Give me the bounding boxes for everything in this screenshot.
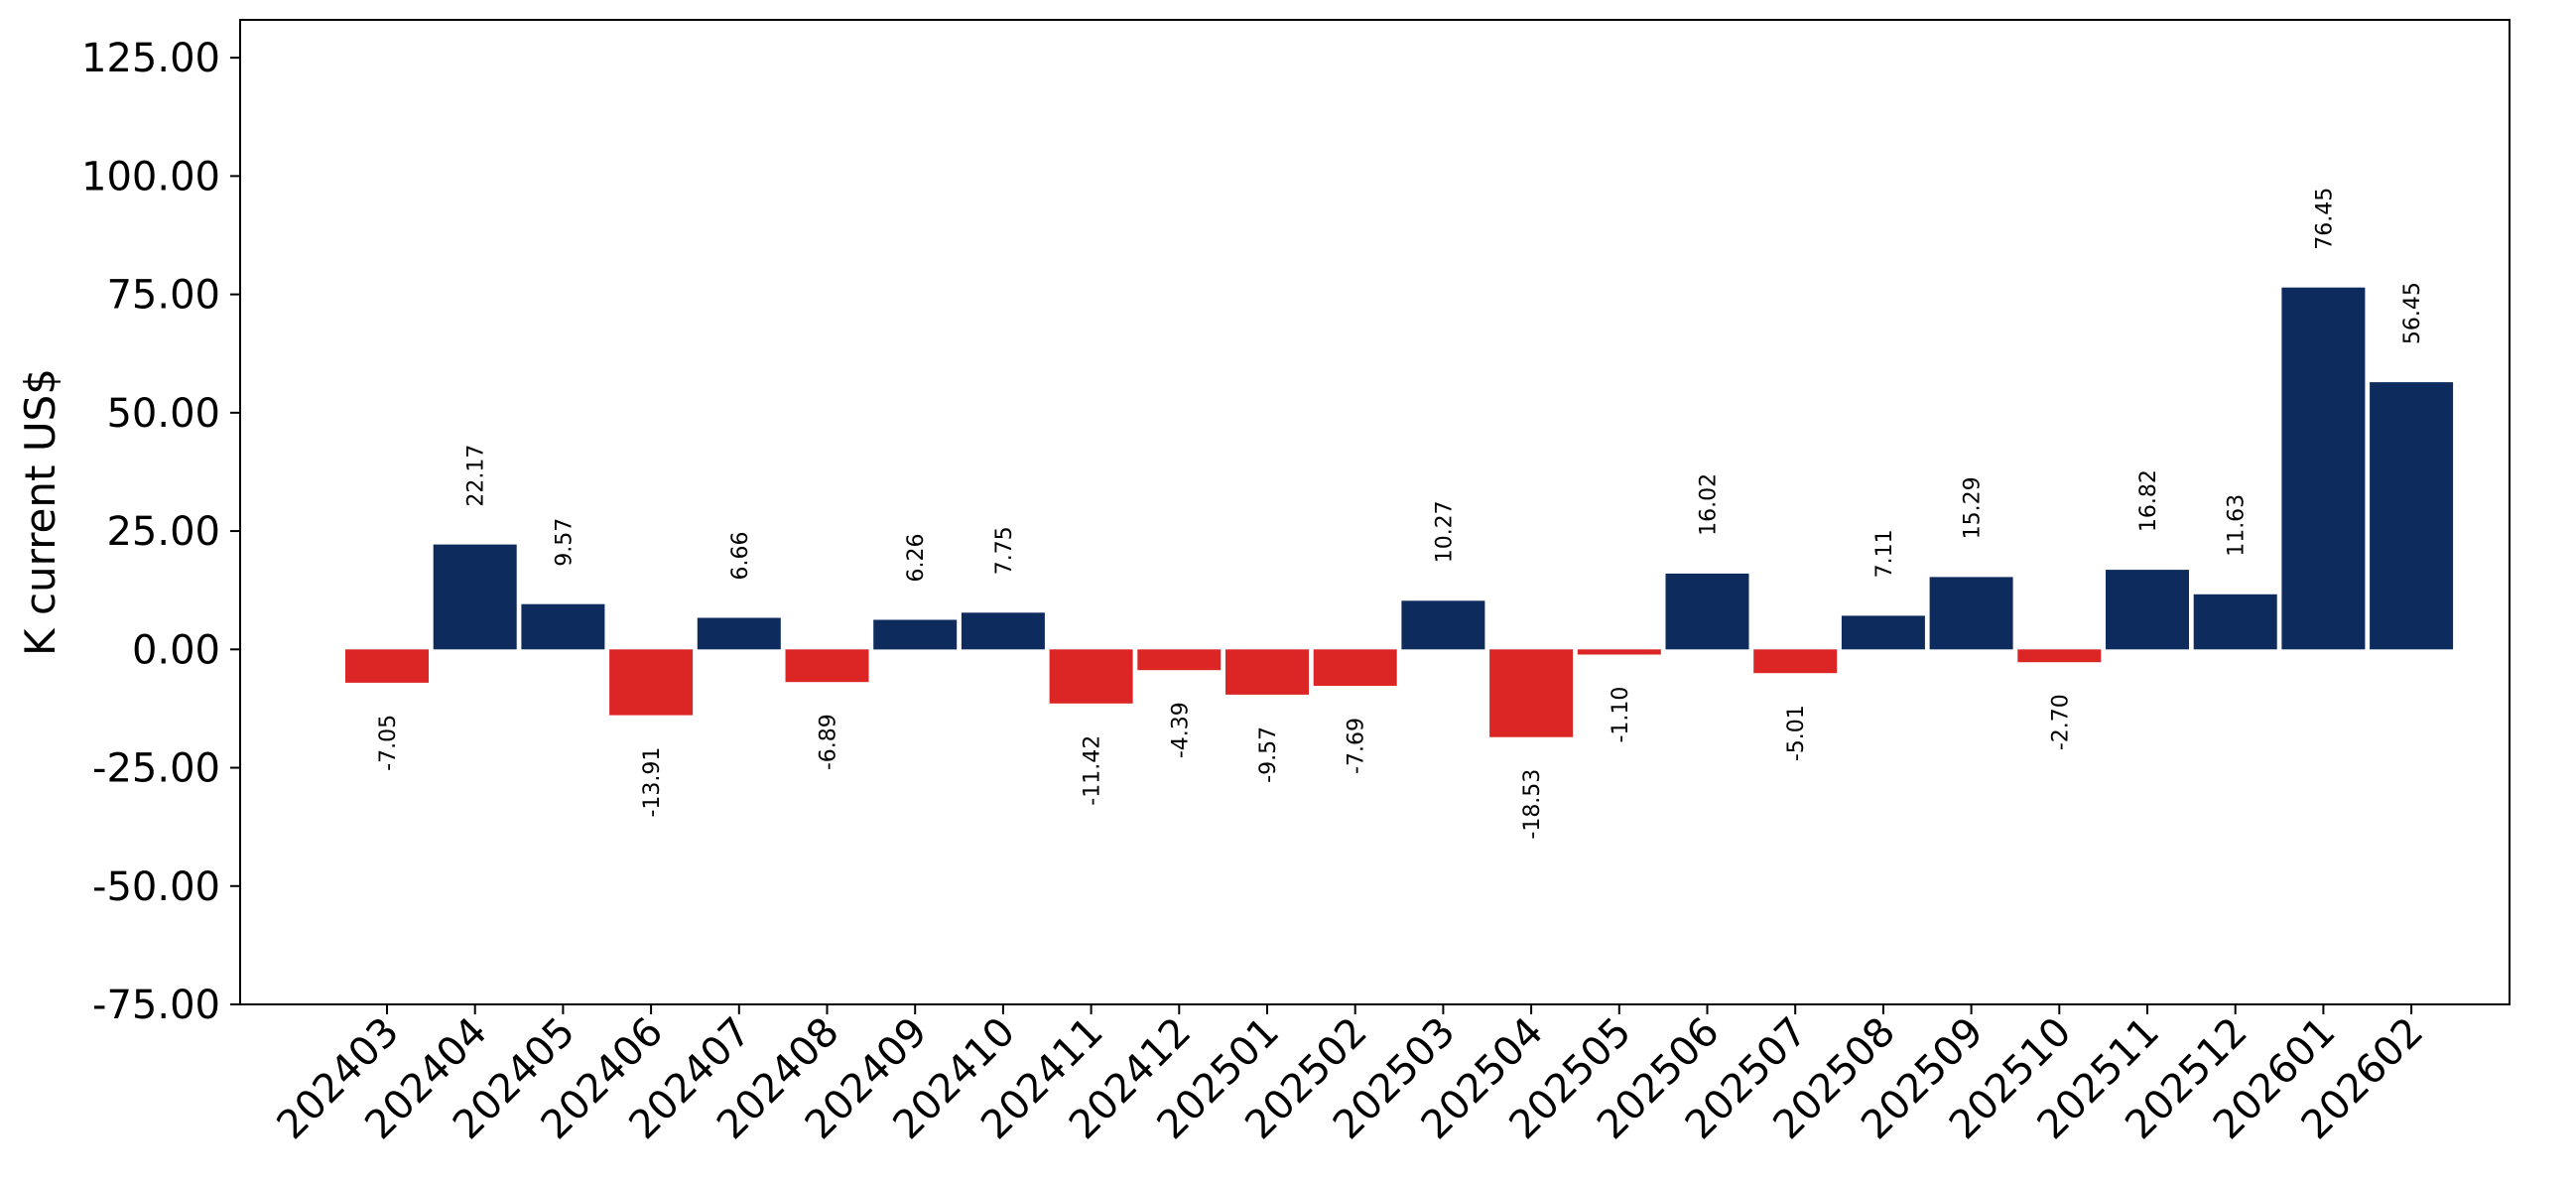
y-axis: 125.00 100.00 75.00 50.00 25.00 0.00 -25.00 -50… — [81, 36, 240, 1028]
x-axis: 2024032024042024052024062024072024082024… — [269, 1004, 2432, 1148]
bar-202403 — [345, 649, 429, 683]
bar-202406 — [609, 649, 694, 716]
data-label-202411: -11.42 — [1081, 735, 1105, 806]
y-tick-label-25.00: 25.00 — [106, 509, 220, 555]
data-label-202406: -13.91 — [640, 747, 665, 818]
bar-202407 — [697, 617, 781, 650]
bar-202412 — [1137, 649, 1222, 671]
value-labels-layer: -7.05 22.17 9.57 -13.91 6.66 -6.89 6.26 7.75 -11… — [376, 188, 2425, 840]
y-tick-label--75.00: -75.00 — [92, 983, 220, 1028]
data-label-202412: -4.39 — [1168, 702, 1193, 758]
bar-202505 — [1577, 649, 1661, 655]
y-tick-label-50.00: 50.00 — [106, 391, 220, 437]
bar-202602 — [2370, 382, 2454, 650]
data-label-202512: 11.63 — [2225, 494, 2250, 557]
data-label-202409: 6.26 — [904, 534, 929, 583]
y-tick-label-75.00: 75.00 — [106, 273, 220, 319]
data-label-202503: 10.27 — [1432, 500, 1457, 563]
data-label-202404: 22.17 — [464, 445, 489, 507]
data-label-202410: 7.75 — [992, 526, 1017, 575]
y-tick-label-0.00: 0.00 — [132, 627, 220, 673]
bar-202511 — [2106, 570, 2189, 650]
y-tick-label-100.00: 100.00 — [81, 154, 220, 199]
bars-layer — [345, 287, 2454, 737]
data-label-202405: 9.57 — [552, 518, 577, 567]
data-label-202505: -1.10 — [1609, 687, 1633, 743]
bar-202409 — [873, 619, 958, 650]
data-label-202511: 16.82 — [2136, 469, 2161, 532]
bar-202509 — [1929, 577, 2013, 650]
y-tick-label--50.00: -50.00 — [92, 864, 220, 910]
data-label-202509: 15.29 — [1961, 476, 1986, 539]
data-label-202504: -18.53 — [1520, 769, 1545, 840]
data-label-202601: 76.45 — [2312, 188, 2337, 250]
bar-202504 — [1489, 649, 1574, 737]
bar-202506 — [1665, 573, 1749, 650]
bar-202502 — [1313, 649, 1397, 686]
bar-202411 — [1049, 649, 1133, 704]
bar-202601 — [2281, 287, 2366, 650]
bar-202508 — [1841, 615, 1925, 650]
data-label-202501: -9.57 — [1256, 727, 1281, 783]
y-tick-label-125.00: 125.00 — [81, 36, 220, 81]
data-label-202506: 16.02 — [1697, 473, 1722, 536]
bar-202512 — [2193, 594, 2277, 650]
data-label-202602: 56.45 — [2400, 282, 2425, 344]
y-tick-label--25.00: -25.00 — [92, 746, 220, 792]
bar-202501 — [1225, 649, 1309, 695]
data-label-202403: -7.05 — [376, 715, 401, 771]
bar-202507 — [1753, 649, 1838, 674]
bar-202410 — [961, 612, 1045, 650]
y-axis-label: K current US$ — [16, 368, 64, 656]
data-label-202507: -5.01 — [1784, 705, 1809, 761]
bar-202408 — [785, 649, 869, 683]
bar-202510 — [2017, 649, 2102, 663]
bar-202405 — [521, 603, 605, 650]
bar-202503 — [1401, 600, 1485, 650]
data-label-202407: 6.66 — [728, 532, 753, 581]
data-label-202408: -6.89 — [817, 714, 841, 770]
data-label-202508: 7.11 — [1872, 529, 1897, 578]
bar-202404 — [433, 544, 517, 650]
data-label-202502: -7.69 — [1345, 718, 1369, 774]
plot-frame — [239, 19, 2511, 1005]
data-label-202510: -2.70 — [2048, 694, 2073, 750]
